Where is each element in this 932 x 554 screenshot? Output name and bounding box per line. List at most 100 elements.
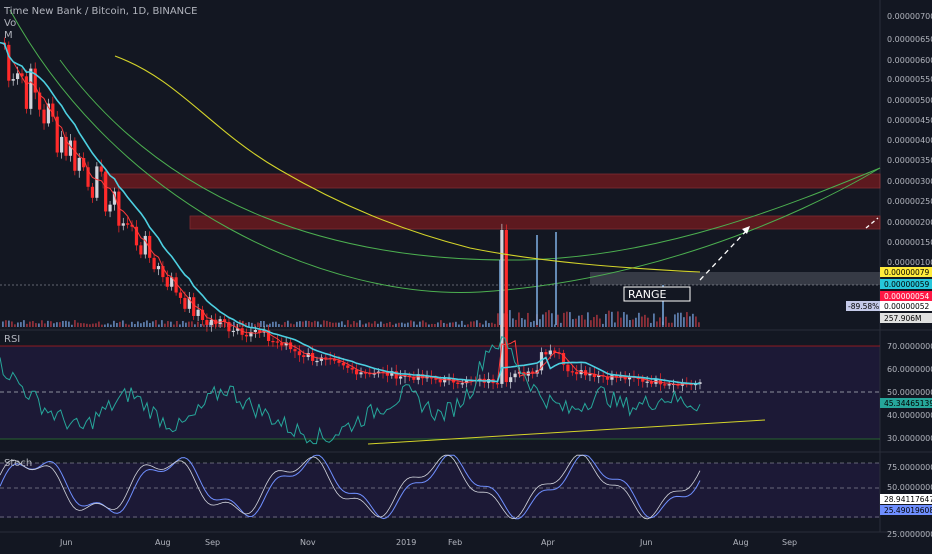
price-candle-body [266, 330, 271, 342]
price-candle-body [227, 321, 231, 332]
volume-bar [353, 321, 355, 327]
rsi-trendline[interactable] [367, 419, 766, 445]
volume-bar [185, 322, 187, 327]
time-label: 2019 [396, 538, 416, 547]
projection-arrow[interactable] [699, 228, 749, 281]
volume-bar [11, 321, 13, 327]
volume-bar [596, 314, 598, 327]
volume-bar [494, 323, 496, 327]
price-candle-body [447, 378, 451, 380]
price-candle-body [412, 376, 416, 380]
volume-bar [200, 323, 202, 327]
volume-bar [278, 324, 280, 327]
price-candle-body [403, 375, 407, 377]
stoch-axis[interactable]: 75.00000000 50.00000000 25.00000000 [887, 463, 932, 539]
range-zone[interactable] [590, 272, 880, 285]
volume-bar [113, 320, 115, 327]
volume-bar [164, 323, 166, 327]
rsi-value-tag-bg [880, 398, 932, 408]
volume-bar [452, 322, 454, 327]
change-tag: -89.58% [848, 302, 879, 311]
price-candle-body [531, 371, 535, 374]
volume-bar [149, 323, 151, 327]
volume-bar [395, 323, 397, 327]
volume-bar [485, 320, 487, 327]
volume-bar [5, 320, 7, 327]
price-tag-red-bg [880, 291, 932, 301]
volume-bar [671, 322, 673, 327]
volume-bar [644, 314, 646, 327]
volume-bar [245, 322, 247, 327]
volume-bar [626, 314, 628, 327]
rsi-axis[interactable]: 70.00000000 60.00000000 50.00000000 40.0… [887, 342, 932, 443]
volume-bar [479, 322, 481, 327]
price-candle-body [280, 342, 284, 346]
projection-arrow-2[interactable] [865, 217, 879, 229]
volume-bar [332, 322, 334, 327]
volume-bar [641, 316, 643, 327]
price-candle-body [385, 371, 390, 376]
price-candle-body [465, 379, 469, 384]
price-candle-body [566, 364, 570, 372]
price-candle-body [667, 384, 671, 386]
resistance-zone-upper[interactable] [102, 173, 881, 189]
price-candle-body [500, 230, 504, 384]
volume-bar [143, 322, 145, 327]
volume-bar [602, 323, 604, 327]
price-candle-body [394, 371, 398, 379]
volume-bar [302, 321, 304, 327]
volume-bar [188, 321, 190, 327]
price-tick: 0.00000550 [887, 75, 932, 84]
volume-bar [560, 322, 562, 327]
volume-bar [329, 321, 331, 327]
price-candle-body [244, 334, 249, 337]
price-candle-body [509, 377, 513, 383]
volume-bar [2, 321, 4, 327]
volume-bar [344, 324, 346, 327]
volume-bar [401, 322, 403, 327]
resistance-zone-lower[interactable] [189, 215, 881, 230]
price-candle-body [33, 68, 37, 93]
volume-bar [335, 322, 337, 327]
volume-bar [248, 322, 250, 327]
volume-bar [530, 322, 532, 327]
volume-bar [122, 320, 124, 327]
moving-averages [0, 41, 701, 386]
volume-bar [470, 321, 472, 327]
time-axis[interactable]: Jun Aug Sep Nov 2019 Feb Apr Jun Aug Sep [59, 538, 797, 547]
price-candle-body [77, 157, 81, 171]
price-candle-body [68, 140, 73, 156]
price-axis[interactable]: 0.00000700 0.00000650 0.00000600 0.00000… [887, 12, 932, 267]
price-candle-body [548, 350, 552, 355]
volume-bar [464, 324, 466, 327]
rsi-tick: 50.00000000 [887, 388, 932, 397]
range-label-box[interactable] [623, 286, 691, 302]
rsi-tick: 40.00000000 [887, 411, 932, 420]
time-label: Aug [155, 538, 171, 547]
price-tag-cyan: 0.00000059 [884, 280, 930, 289]
volume-bar [404, 323, 406, 327]
price-candle-body [610, 375, 614, 380]
price-candle-body [104, 171, 108, 212]
price-candle-body [170, 277, 174, 287]
price-candle-body [332, 358, 337, 361]
price-candle-body [698, 382, 702, 384]
volume-bar [170, 321, 172, 327]
price-candle-body [284, 342, 288, 346]
volume-bar [236, 323, 238, 327]
volume-bar [338, 322, 340, 327]
volume-bar [383, 323, 385, 327]
time-label: Aug [733, 538, 749, 547]
volume-bar [557, 314, 559, 327]
volume-bar [119, 321, 121, 327]
volume-legend: Vo [4, 18, 16, 29]
price-tick: 0.00000150 [887, 238, 932, 247]
volume-bar [377, 323, 379, 327]
price-candle-body [544, 352, 548, 355]
volume-bar [413, 321, 415, 327]
rsi-value-tag: 45.34465139 [884, 399, 932, 408]
volume-bar [407, 322, 409, 327]
rsi-series [0, 335, 701, 445]
price-candle-body [196, 309, 200, 316]
